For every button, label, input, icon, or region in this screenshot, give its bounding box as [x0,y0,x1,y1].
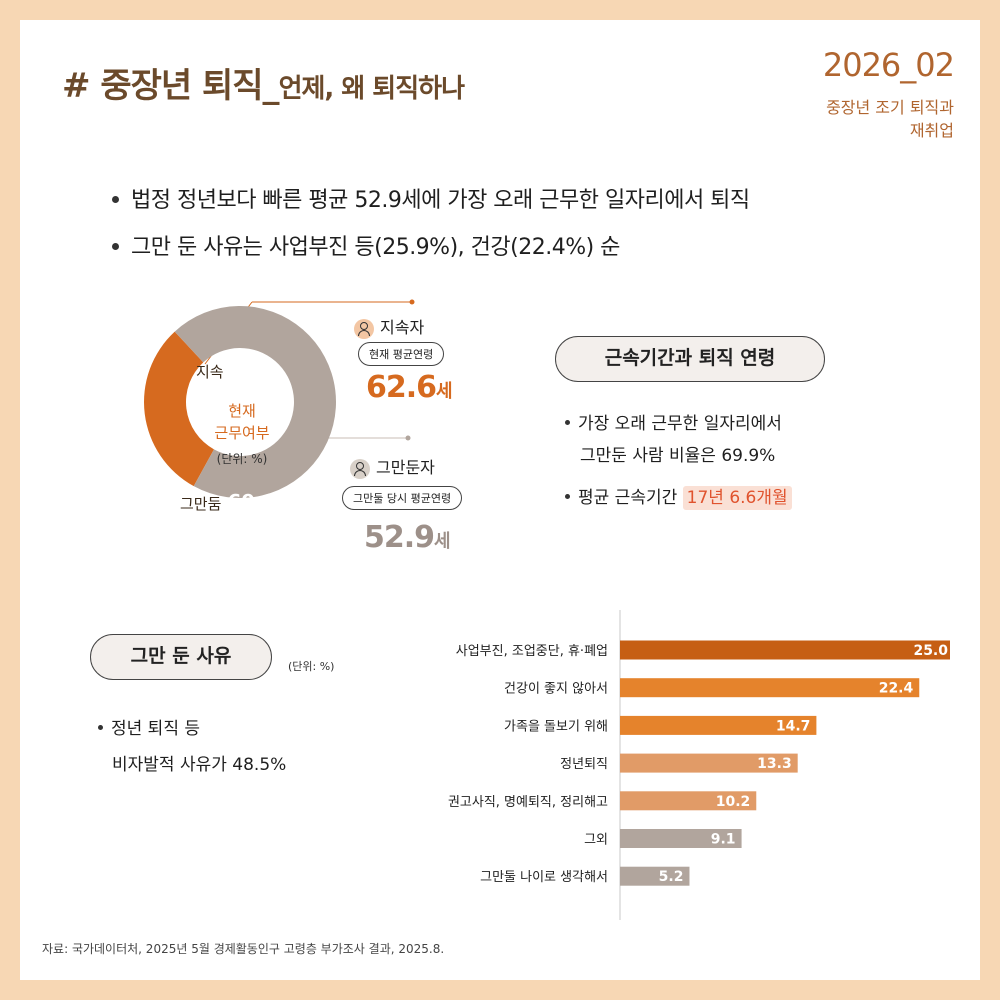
bar [620,829,742,848]
issue-subtitle: 중장년 조기 퇴직과 재취업 [754,96,954,142]
tenure-bullet-1: 가장 오래 근무한 일자리에서 [565,410,782,438]
bar [620,753,798,773]
bar [620,640,950,660]
bar [620,866,690,886]
issue-date: 2026_02 [822,46,955,84]
donut-center-line1: 현재 [228,402,256,420]
continuing-age: 62.6세 [366,370,453,405]
reason-unit: (단위: %) [288,660,335,673]
donut-label-continuing-word: 지속 [196,363,224,381]
reason-bullet: 정년 퇴직 등 [98,714,200,744]
bar-category-label: 사업부진, 조업중단, 휴·폐업 [456,644,608,659]
person-icon [354,318,374,339]
reason-bullet-line1: 정년 퇴직 등 [111,719,201,739]
continuing-person: 지속자 [354,314,424,339]
bar-category-label: 그외 [584,833,608,848]
quit-person: 그만둔자 [350,454,435,479]
donut-center-label: 현재 근무여부 (단위: %) [182,400,302,467]
bar-value-label: 25.0 [913,643,948,659]
reason-title: 그만 둔 사유 [90,634,272,680]
bar [620,715,817,735]
donut-label-quit-word: 그만둠 [180,495,222,513]
title-sub: 언제, 왜 퇴직하나 [278,74,465,104]
connector-dot-quit [405,435,411,441]
bar-category-label: 권고사직, 명예퇴직, 정리해고 [448,795,608,810]
tenure-bullet-1-line2: 그만둔 사람 비율은 69.9% [580,446,776,466]
quit-age-value: 52.9 [364,520,435,555]
bullet-dot [565,493,570,499]
bar-value-label: 10.2 [716,794,751,810]
donut-chart [143,306,336,498]
tenure-highlight: 17년 6.6개월 [682,486,792,510]
connector-dot-continuing [409,299,415,305]
highlight-1-text: 법정 정년보다 빠른 평균 52.9세에 가장 오래 근무한 일자리에서 퇴직 [131,188,750,213]
issue-subtitle-line2: 재취업 [909,121,954,140]
highlight-1: 법정 정년보다 빠른 평균 52.9세에 가장 오래 근무한 일자리에서 퇴직 [112,182,750,214]
source-note: 자료: 국가데이터처, 2025년 5월 경제활동인구 고령층 부가조사 결과,… [42,942,445,956]
bullet-dot [112,195,119,203]
highlight-2-text: 그만 둔 사유는 사업부진 등(25.9%), 건강(22.4%) 순 [131,235,620,260]
bullet-dot [98,724,103,730]
donut-label-quit: 그만둠 69.9 [180,490,277,514]
quit-person-label: 그만둔자 [376,458,435,477]
tenure-bullet-1-line1: 가장 오래 근무한 일자리에서 [578,414,782,434]
title-main: # 중장년 퇴직_ [62,66,280,106]
bar [620,678,920,698]
highlight-2: 그만 둔 사유는 사업부진 등(25.9%), 건강(22.4%) 순 [112,229,620,261]
bar-category-label: 건강이 좋지 않아서 [504,682,608,697]
person-icon [350,458,370,479]
issue-subtitle-line1: 중장년 조기 퇴직과 [826,98,954,117]
bar-category-label: 가족을 돌보기 위해 [504,719,608,734]
bar-category-label: 그만둘 나이로 생각해서 [480,870,608,885]
donut-label-continuing: 지속 30.1 [196,358,279,382]
page-title: # 중장년 퇴직_언제, 왜 퇴직하나 [62,58,465,107]
donut-center-unit: (단위: %) [216,452,268,466]
reason-bullet-line2: 비자발적 사유가 48.5% [112,755,287,775]
bar [620,791,757,811]
donut-slice-continuing [143,331,214,487]
continuing-age-value: 62.6 [366,370,437,405]
bar-value-label: 9.1 [711,832,736,848]
infographic-frame: # 중장년 퇴직_언제, 왜 퇴직하나 2026_02 중장년 조기 퇴직과 재… [20,20,980,980]
tenure-title: 근속기간과 퇴직 연령 [555,336,825,382]
bullet-dot [112,242,119,250]
continuing-age-unit: 세 [436,381,453,402]
tenure-bullet-2: 평균 근속기간 17년 6.6개월 [565,484,792,512]
quit-age-unit: 세 [434,531,451,552]
tenure-bullet-2-prefix: 평균 근속기간 [578,488,678,508]
continuing-person-label: 지속자 [380,318,425,337]
quit-age: 52.9세 [364,520,451,555]
bullet-dot [565,419,570,425]
donut-label-quit-value: 69.9 [227,490,277,514]
donut-label-continuing-value: 30.1 [229,358,279,382]
bar-value-label: 22.4 [879,681,914,697]
bar-category-label: 정년퇴직 [560,757,608,772]
bar-value-label: 13.3 [757,756,792,772]
quit-age-pill: 그만둘 당시 평균연령 [342,486,463,510]
bar-value-label: 5.2 [659,869,684,885]
donut-slice-quit [174,306,336,498]
bar-value-label: 14.7 [776,718,811,734]
donut-center-line2: 근무여부 [214,424,270,442]
continuing-age-pill: 현재 평균연령 [358,342,445,366]
reason-bar-chart: 사업부진, 조업중단, 휴·폐업 25.0 건강이 좋지 않아서 22.4 가족을 돌보… [448,610,950,920]
